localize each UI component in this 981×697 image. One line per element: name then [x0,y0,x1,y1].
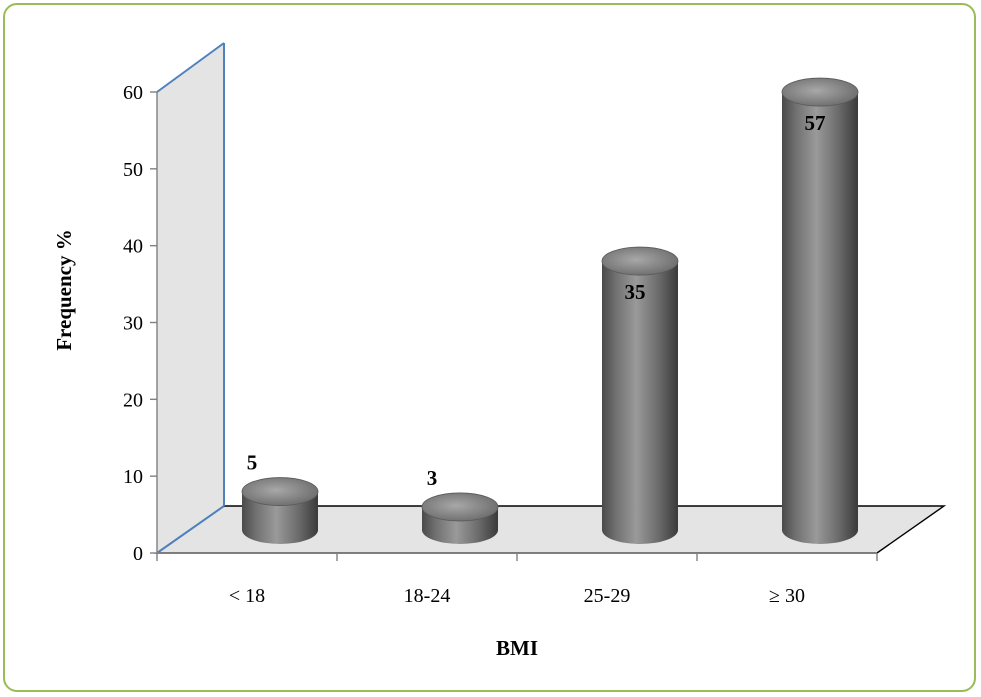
data-label: 3 [427,466,438,490]
bar-4: 57 [781,77,859,545]
wall-edge-bottom [156,505,225,554]
bar-1: 5 [241,451,319,544]
y-tick-label: 0 [133,543,143,565]
x-category-label: 18-24 [404,585,451,607]
x-category-label: < 18 [229,585,265,607]
y-tick-label: 40 [123,236,143,258]
data-label: 57 [805,111,826,135]
bar-2: 3 [421,466,499,544]
bar-cap [781,77,859,107]
bar-cap [601,246,679,276]
y-axis-title: Frequency % [52,229,76,351]
wall-edge-top [156,42,225,93]
bar-3: 35 [601,246,679,544]
y-tick-label: 60 [123,82,143,104]
bar-body [242,491,318,544]
bar-cap [421,492,499,522]
x-axis-title: BMI [496,636,538,660]
bar-body [782,92,858,545]
chart-side-wall [157,43,224,553]
data-label: 5 [247,451,258,475]
bar-cap [241,477,319,506]
x-category-label: 25-29 [584,585,631,607]
y-tick-label: 30 [123,313,143,335]
data-label: 35 [625,280,646,304]
y-tick-label: 20 [123,389,143,411]
y-tick-label: 10 [123,466,143,488]
bar-body [602,261,678,544]
y-tick-label: 50 [123,159,143,181]
x-category-label: ≥ 30 [769,585,805,607]
